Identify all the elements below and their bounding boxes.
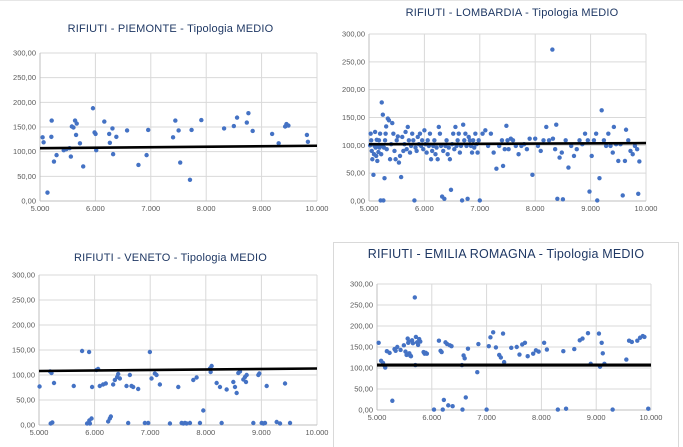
- svg-text:7.000: 7.000: [141, 428, 160, 437]
- svg-text:100,00: 100,00: [12, 371, 35, 380]
- chart-title-piemonte: RIFIUTI - PIEMONTE - Tipologia MEDIO: [67, 23, 274, 35]
- svg-text:150,00: 150,00: [350, 343, 373, 352]
- svg-text:9.000: 9.000: [587, 413, 606, 422]
- chart-piemonte[interactable]: RIFIUTI - PIEMONTE - Tipologia MEDIO 5.0…: [0, 1, 341, 224]
- chart-plot-lombardia: 5.000 6.000 7.000 8.000 9.000 10.000 300,00 250…: [342, 30, 658, 214]
- svg-text:7.000: 7.000: [141, 204, 160, 213]
- svg-text:7.000: 7.000: [477, 413, 496, 422]
- svg-text:250,00: 250,00: [342, 57, 365, 66]
- svg-text:50,00: 50,00: [17, 172, 36, 181]
- svg-text:250,00: 250,00: [350, 301, 373, 310]
- svg-text:9.000: 9.000: [252, 428, 271, 437]
- chart-emilia-romagna[interactable]: RIFIUTI - EMILIA ROMAGNA - Tipologia MED…: [333, 242, 679, 447]
- svg-text:8.000: 8.000: [526, 204, 545, 213]
- svg-text:200,00: 200,00: [12, 321, 35, 330]
- svg-text:50,00: 50,00: [346, 169, 365, 178]
- svg-text:100,00: 100,00: [342, 141, 365, 150]
- svg-text:10.000: 10.000: [306, 204, 329, 213]
- svg-text:10.000: 10.000: [635, 204, 658, 213]
- svg-text:6.000: 6.000: [86, 204, 105, 213]
- svg-text:100,00: 100,00: [13, 147, 36, 156]
- svg-text:200,00: 200,00: [350, 322, 373, 331]
- svg-text:50,00: 50,00: [16, 396, 35, 405]
- svg-text:200,00: 200,00: [342, 85, 365, 94]
- svg-text:0,00: 0,00: [350, 197, 365, 206]
- chart-veneto[interactable]: RIFIUTI - VENETO - Tipologia MEDIO 5.000…: [0, 224, 341, 447]
- chart-plot-veneto: 5.000 6.000 7.000 8.000 9.000 10.000 300,00 250…: [12, 271, 329, 438]
- chart-lombardia[interactable]: RIFIUTI - LOMBARDIA - Tipologia MEDIO 5.…: [341, 1, 683, 224]
- svg-text:300,00: 300,00: [13, 49, 36, 58]
- svg-text:0,00: 0,00: [21, 197, 36, 206]
- svg-text:8.000: 8.000: [532, 413, 551, 422]
- svg-text:6.000: 6.000: [422, 413, 441, 422]
- svg-text:10.000: 10.000: [306, 428, 329, 437]
- svg-text:300,00: 300,00: [342, 30, 365, 39]
- svg-text:5.000: 5.000: [368, 413, 387, 422]
- chart-title-emilia-romagna: RIFIUTI - EMILIA ROMAGNA - Tipologia MED…: [334, 245, 678, 263]
- svg-text:6.000: 6.000: [415, 204, 434, 213]
- chart-title-emilia-romagna-text: RIFIUTI - EMILIA ROMAGNA - Tipologia MED…: [367, 247, 645, 261]
- svg-text:6.000: 6.000: [85, 428, 104, 437]
- chart-plot-piemonte: 5.000 6.000 7.000 8.000 9.000 10.000 300,00 250…: [13, 49, 329, 214]
- svg-text:5.000: 5.000: [30, 428, 49, 437]
- svg-text:150,00: 150,00: [13, 123, 36, 132]
- svg-text:50,00: 50,00: [354, 385, 373, 394]
- svg-text:150,00: 150,00: [342, 113, 365, 122]
- svg-text:300,00: 300,00: [350, 280, 373, 289]
- svg-text:0,00: 0,00: [20, 421, 35, 430]
- svg-text:10.000: 10.000: [640, 413, 663, 422]
- svg-text:250,00: 250,00: [12, 296, 35, 305]
- svg-text:9.000: 9.000: [252, 204, 271, 213]
- svg-text:9.000: 9.000: [581, 204, 600, 213]
- svg-text:200,00: 200,00: [13, 98, 36, 107]
- svg-text:8.000: 8.000: [197, 204, 216, 213]
- svg-text:7.000: 7.000: [470, 204, 489, 213]
- svg-text:5.000: 5.000: [360, 204, 379, 213]
- chart-plot-emilia-romagna: 5.000 6.000 7.000 8.000 9.000 10.000 300,00 250…: [350, 280, 663, 423]
- svg-text:150,00: 150,00: [12, 346, 35, 355]
- chart-title-veneto: RIFIUTI - VENETO - Tipologia MEDIO: [73, 252, 268, 264]
- svg-text:0,00: 0,00: [358, 406, 373, 415]
- svg-text:100,00: 100,00: [350, 364, 373, 373]
- svg-text:300,00: 300,00: [12, 271, 35, 280]
- svg-text:8.000: 8.000: [196, 428, 215, 437]
- svg-text:250,00: 250,00: [13, 73, 36, 82]
- chart-title-lombardia: RIFIUTI - LOMBARDIA - Tipologia MEDIO: [405, 7, 619, 19]
- svg-text:5.000: 5.000: [31, 204, 50, 213]
